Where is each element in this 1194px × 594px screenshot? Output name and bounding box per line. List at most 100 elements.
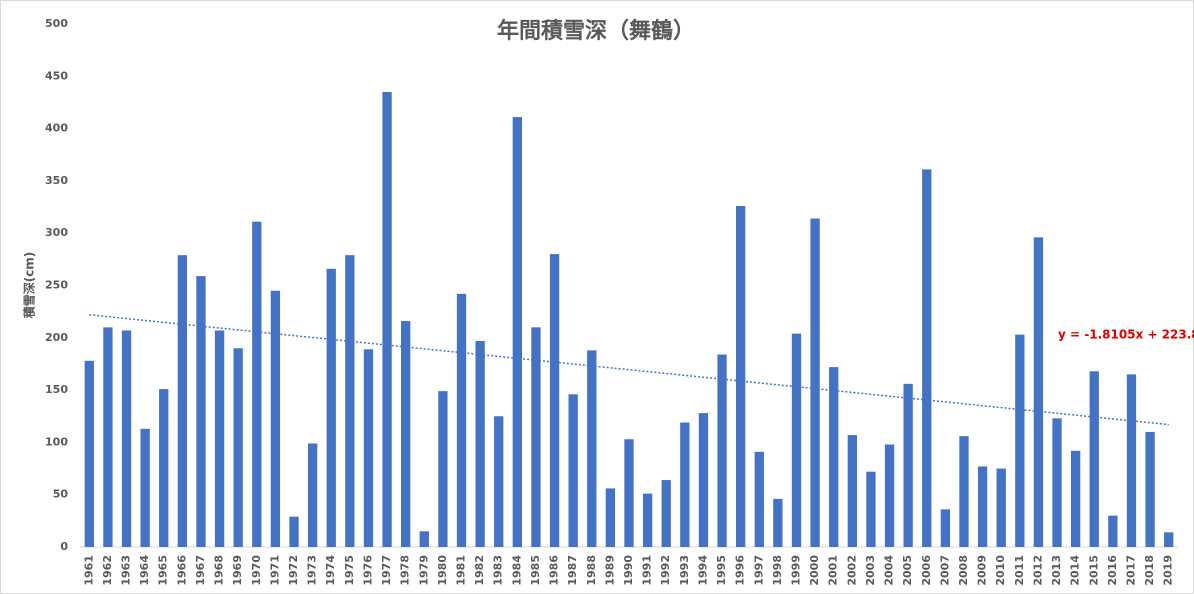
bar [996, 468, 1006, 547]
x-tick-label: 2014 [1069, 555, 1082, 586]
x-tick-label: 2018 [1143, 555, 1156, 586]
bar [103, 327, 113, 547]
bar [382, 91, 392, 548]
bar [531, 327, 541, 547]
bar [456, 293, 467, 547]
x-tick-label: 1966 [175, 555, 188, 586]
x-tick-label: 1968 [213, 555, 226, 586]
x-tick-label: 1991 [641, 555, 654, 586]
x-tick-label: 2010 [994, 555, 1007, 586]
x-tick-label: 1997 [752, 555, 765, 586]
bar [866, 471, 876, 547]
x-tick-label: 2012 [1031, 555, 1044, 586]
bar [773, 498, 783, 547]
trendline [89, 314, 1169, 426]
x-tick-label: 1986 [548, 555, 561, 586]
bar [736, 206, 746, 547]
x-tick-label: 2016 [1106, 555, 1119, 586]
bar [940, 509, 951, 547]
y-tick-label: 150 [45, 383, 68, 396]
x-tick-label: 1961 [82, 555, 95, 586]
bar [754, 451, 764, 547]
bar [847, 435, 857, 547]
x-tick-label: 1964 [138, 555, 151, 586]
x-tick-label: 1977 [380, 555, 393, 586]
x-tick-label: 1984 [510, 555, 523, 586]
x-tick-label: 1985 [529, 555, 542, 586]
bar [345, 255, 355, 547]
bar [1164, 532, 1174, 547]
bar [903, 383, 913, 547]
y-tick-label: 0 [60, 540, 68, 553]
bar [587, 350, 597, 547]
x-tick-label: 1988 [585, 555, 598, 586]
y-tick-label: 200 [45, 331, 68, 344]
bar [159, 389, 169, 547]
trendline-equation: y = -1.8105x + 223.82 [1058, 328, 1194, 342]
x-tick-label: 1975 [343, 555, 356, 586]
bar [326, 268, 336, 547]
bar [419, 531, 429, 547]
bar [140, 428, 150, 547]
x-tick-label: 1981 [455, 555, 468, 586]
bar [363, 349, 374, 547]
y-tick-label: 450 [45, 69, 68, 82]
x-tick-label: 1973 [306, 555, 319, 586]
x-tick-label: 1990 [622, 555, 635, 586]
bar [884, 444, 895, 547]
chart-title: 年間積雪深（舞鶴） [497, 18, 695, 44]
x-tick-label: 1999 [789, 555, 802, 586]
bar [1033, 237, 1044, 547]
bar [791, 333, 802, 547]
bar [959, 436, 969, 547]
bar [177, 255, 188, 547]
bar [307, 443, 318, 547]
x-tick-label: 2015 [1087, 555, 1100, 586]
x-tick-label: 2006 [920, 555, 933, 586]
bar [605, 488, 616, 547]
bar [717, 354, 727, 547]
x-tick-label: 1972 [287, 555, 300, 586]
x-tick-label: 1969 [231, 555, 244, 586]
x-tick-label: 1998 [771, 555, 784, 586]
x-tick-label: 2011 [1013, 555, 1026, 586]
x-tick-label: 1995 [715, 555, 728, 586]
bar [1145, 431, 1155, 547]
bar [289, 516, 299, 547]
y-tick-label: 50 [53, 488, 69, 501]
x-tick-label: 1992 [659, 555, 672, 586]
bar [680, 422, 690, 547]
bar [698, 413, 709, 547]
bar [233, 348, 243, 547]
x-tick-label: 2019 [1162, 555, 1175, 586]
x-tick-label: 1963 [120, 555, 133, 586]
x-tick-label: 2017 [1124, 555, 1137, 586]
x-tick-label: 1982 [473, 555, 486, 586]
x-tick-label: 1962 [101, 555, 114, 586]
x-tick-label: 1983 [492, 555, 505, 586]
bar [1089, 371, 1099, 547]
x-tick-label: 2003 [864, 555, 877, 586]
bar [1052, 418, 1062, 547]
x-tick-label: 1987 [566, 555, 579, 586]
x-tick-label: 2000 [808, 555, 821, 586]
x-tick-label: 2004 [883, 555, 896, 586]
y-axis-label: 積雪深(cm) [22, 252, 37, 320]
x-tick-label: 1989 [603, 555, 616, 586]
x-tick-label: 1979 [417, 555, 430, 586]
x-tick-label: 1974 [324, 555, 337, 586]
bar [475, 340, 485, 547]
bar [810, 218, 820, 547]
x-tick-label: 2005 [901, 555, 914, 586]
x-tick-label: 1967 [194, 555, 207, 586]
x-tick-label: 2001 [827, 555, 840, 586]
bar [642, 493, 653, 547]
bar [84, 360, 94, 547]
bar [568, 394, 578, 547]
bar [922, 169, 932, 548]
bar [494, 416, 504, 547]
x-tick-label: 1971 [268, 555, 281, 586]
x-tick-label: 1976 [361, 555, 374, 586]
